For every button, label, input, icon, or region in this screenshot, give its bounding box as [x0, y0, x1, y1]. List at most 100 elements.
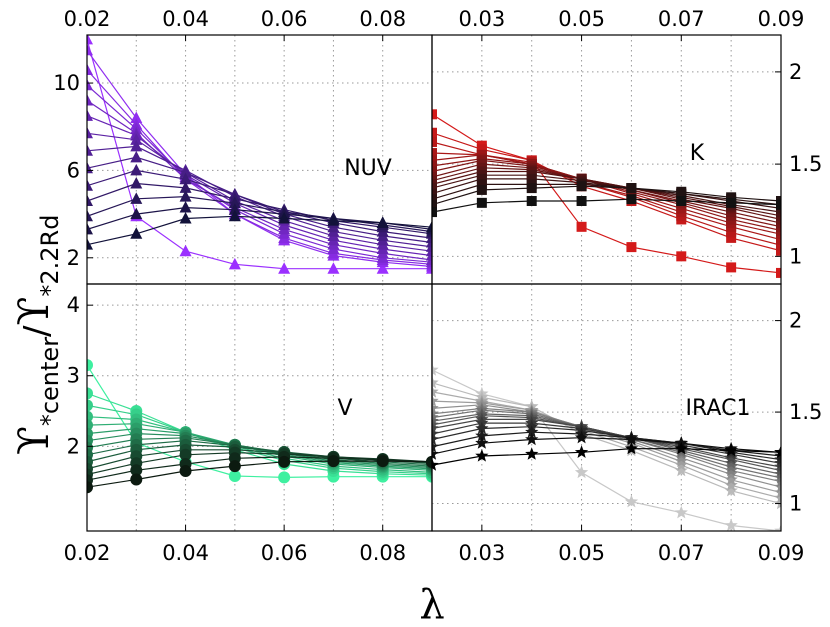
data-point	[432, 160, 437, 171]
x-tick-label: 0.03	[458, 7, 505, 31]
data-point	[130, 150, 143, 163]
data-point	[475, 449, 489, 462]
series-line	[432, 170, 781, 217]
y-axis-title: ϒ*center/ϒ*2.2Rd	[9, 215, 64, 455]
data-point	[228, 257, 241, 270]
series-line	[432, 422, 781, 464]
data-point	[476, 179, 487, 190]
data-point	[179, 190, 192, 202]
data-point	[179, 166, 192, 178]
data-point	[432, 447, 439, 460]
data-point	[432, 375, 439, 389]
data-point	[726, 192, 737, 203]
data-point	[87, 179, 93, 191]
series-line	[432, 178, 781, 209]
series-line	[432, 418, 781, 468]
data-point	[476, 197, 487, 208]
series-group	[432, 109, 781, 278]
data-point	[676, 251, 687, 262]
x-tick-label: 0.09	[758, 541, 805, 565]
data-point	[432, 127, 437, 138]
data-point	[87, 35, 93, 45]
y-tick-label: 2	[67, 246, 80, 270]
panel-nuv: 0.02 0.04 0.06 0.08 2 6 10 NUV	[53, 7, 433, 285]
data-point	[574, 430, 589, 444]
x-tick-label: 0.07	[658, 541, 705, 565]
data-point	[726, 262, 737, 273]
data-point	[87, 387, 93, 400]
series-line	[87, 460, 432, 488]
panel-label: IRAC1	[686, 396, 751, 421]
data-point	[432, 432, 439, 446]
series-line	[87, 215, 432, 246]
y-axis-title-main-2: ϒ	[9, 297, 58, 326]
data-point	[726, 232, 737, 243]
data-point	[676, 196, 687, 206]
data-point	[376, 455, 389, 468]
series-line	[87, 392, 432, 476]
series-group	[87, 359, 432, 494]
data-point	[574, 445, 589, 458]
series-line	[432, 185, 781, 206]
data-point	[426, 455, 432, 468]
series-line	[432, 113, 781, 274]
data-point	[87, 109, 93, 121]
data-point	[130, 464, 143, 477]
data-point	[432, 183, 437, 194]
series-line	[87, 182, 432, 235]
data-point	[525, 447, 539, 460]
series-line	[87, 49, 432, 268]
series-line	[87, 423, 432, 471]
series-15	[432, 441, 781, 471]
y-tick-label: 1.5	[789, 152, 822, 176]
data-point	[776, 240, 781, 251]
data-point	[87, 222, 93, 235]
data-point	[87, 359, 93, 372]
series-group	[87, 35, 432, 274]
data-point	[432, 401, 439, 415]
y-axis-title-sub2: *2.2Rd	[36, 215, 64, 297]
data-point	[130, 207, 143, 220]
series-line	[432, 448, 781, 466]
x-tick-label: 0.06	[261, 541, 308, 565]
data-point	[432, 363, 439, 376]
series-14	[87, 209, 432, 250]
y-axis-title-sep: /	[17, 325, 57, 337]
x-tick-label: 0.04	[162, 541, 209, 565]
data-point	[432, 199, 437, 210]
x-tick-label: 0.08	[359, 541, 406, 565]
data-point	[574, 465, 589, 479]
data-point	[432, 148, 437, 159]
x-tick-label: 0.04	[162, 7, 209, 31]
data-point	[376, 216, 389, 228]
y-tick-label: 2	[789, 309, 802, 333]
data-point	[130, 111, 143, 123]
data-point	[87, 144, 93, 156]
data-point	[432, 136, 437, 147]
y-tick-label: 4	[67, 293, 80, 317]
panel-irac1: 0.03 0.05 0.07 0.09 1 1.5 2 IRAC1	[431, 283, 822, 565]
data-point	[624, 494, 639, 508]
data-point	[87, 94, 93, 106]
data-point	[724, 483, 738, 497]
data-point	[87, 209, 93, 222]
data-point	[432, 155, 437, 166]
series-line	[432, 431, 781, 457]
data-point	[626, 194, 637, 205]
y-axis-title-sub1: *center	[36, 337, 64, 426]
y-tick-label: 1.5	[789, 400, 822, 424]
data-point	[327, 214, 340, 226]
y-axis-title-main: ϒ	[9, 426, 58, 455]
data-point	[228, 469, 241, 482]
data-point	[475, 428, 489, 442]
data-point	[525, 432, 539, 446]
x-tick-label: 0.03	[458, 541, 505, 565]
x-tick-label: 0.07	[658, 7, 705, 31]
series-group	[432, 363, 781, 531]
data-point	[179, 181, 192, 193]
data-point	[526, 183, 537, 194]
data-point	[426, 220, 432, 233]
data-point	[776, 234, 781, 245]
data-point	[476, 144, 487, 155]
x-tick-label: 0.05	[558, 7, 605, 31]
